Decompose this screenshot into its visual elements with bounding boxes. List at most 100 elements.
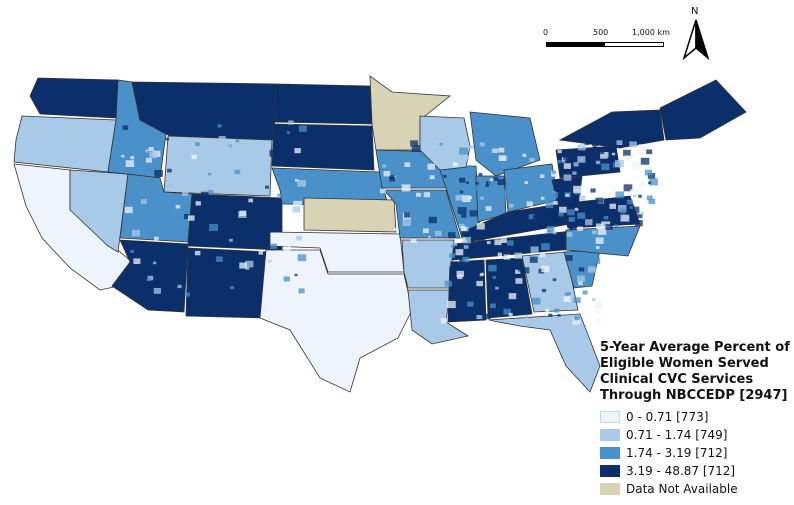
county-cell (140, 199, 147, 205)
legend-swatch (600, 411, 620, 423)
legend-title: 5-Year Average Percent of Eligible Women… (600, 340, 794, 404)
county-cell (626, 199, 633, 205)
county-cell (245, 223, 253, 229)
scale-label-1000km: 1,000 km (632, 28, 670, 37)
county-cell (130, 156, 135, 160)
legend-item: 3.19 - 48.87 [712] (600, 462, 794, 480)
county-cell (629, 141, 637, 148)
county-cell (493, 177, 499, 181)
state-colorado (187, 193, 283, 251)
legend-item: Data Not Available (600, 480, 794, 498)
county-cell (545, 308, 550, 313)
county-cell (601, 163, 610, 171)
county-cell (461, 231, 469, 238)
county-cell (175, 205, 181, 209)
county-cell (498, 155, 506, 161)
county-cell (578, 281, 583, 286)
county-cell (603, 215, 609, 220)
county-cell (215, 256, 223, 262)
county-cell (577, 226, 583, 231)
county-cell (131, 229, 141, 237)
county-cell (591, 141, 599, 147)
county-cell (486, 241, 491, 245)
legend-title-line: Eligible Women Served (600, 356, 769, 371)
county-cell (184, 292, 190, 297)
county-cell (463, 245, 469, 249)
county-cell (540, 196, 545, 200)
state-south-dakota (271, 123, 375, 171)
county-cell (594, 301, 604, 309)
county-cell (503, 308, 511, 315)
county-cell (616, 140, 623, 145)
county-cell (423, 192, 431, 198)
county-cell (538, 268, 545, 274)
state-polygons (13, 75, 747, 393)
county-cell (539, 174, 545, 178)
county-cell (384, 155, 392, 162)
county-cell (401, 184, 411, 192)
county-cell (629, 206, 633, 209)
county-cell (600, 152, 609, 159)
county-cell (265, 185, 269, 189)
county-cell (145, 149, 149, 153)
county-cell (235, 139, 240, 143)
county-cell (630, 189, 639, 196)
county-cell (529, 157, 535, 162)
county-cell (388, 181, 396, 187)
county-cell (485, 206, 492, 211)
county-cell (413, 170, 417, 173)
county-cell (568, 217, 575, 222)
county-cell (146, 157, 152, 163)
county-cell (566, 232, 573, 237)
county-cell (416, 192, 421, 197)
county-cell (179, 154, 184, 158)
county-cell (446, 300, 456, 309)
county-cell (487, 154, 495, 160)
county-cell (286, 131, 290, 134)
county-cell (557, 149, 562, 154)
county-cell (239, 262, 247, 269)
county-cell (461, 226, 467, 231)
county-cell (528, 276, 537, 283)
county-cell (435, 230, 442, 237)
county-cell (149, 151, 158, 159)
county-cell (530, 246, 539, 253)
county-cell (296, 213, 302, 218)
county-cell (620, 214, 630, 222)
county-cell (297, 179, 306, 187)
county-cell (224, 143, 230, 148)
county-cell (561, 159, 566, 163)
county-cell (498, 147, 505, 153)
county-cell (479, 273, 484, 277)
county-cell (577, 156, 586, 163)
legend-item-label: Data Not Available (626, 482, 738, 496)
county-cell (649, 178, 658, 186)
county-cell (404, 212, 411, 218)
county-cell (130, 250, 134, 253)
county-cell (597, 228, 607, 235)
north-arrow-icon (682, 19, 710, 61)
county-cell (498, 227, 504, 231)
county-cell (564, 292, 569, 296)
county-cell (579, 195, 586, 201)
county-cell (131, 130, 138, 135)
north-arrow: N (678, 6, 714, 62)
county-cell (269, 149, 279, 157)
county-cell (637, 214, 643, 219)
county-cell (546, 226, 555, 232)
county-cell (503, 254, 511, 260)
state-arkansas (401, 239, 455, 289)
county-cell (142, 286, 150, 292)
county-cell (521, 267, 530, 274)
county-cell (455, 195, 463, 201)
county-cell (258, 251, 264, 255)
scale-label-500: 500 (593, 28, 609, 37)
county-cell (298, 288, 305, 294)
county-cell (635, 220, 643, 227)
county-cell (592, 230, 597, 235)
county-cell (468, 145, 474, 149)
county-cell (597, 213, 605, 219)
county-cell (208, 172, 212, 176)
county-cell (611, 152, 616, 156)
county-cell (515, 269, 521, 274)
